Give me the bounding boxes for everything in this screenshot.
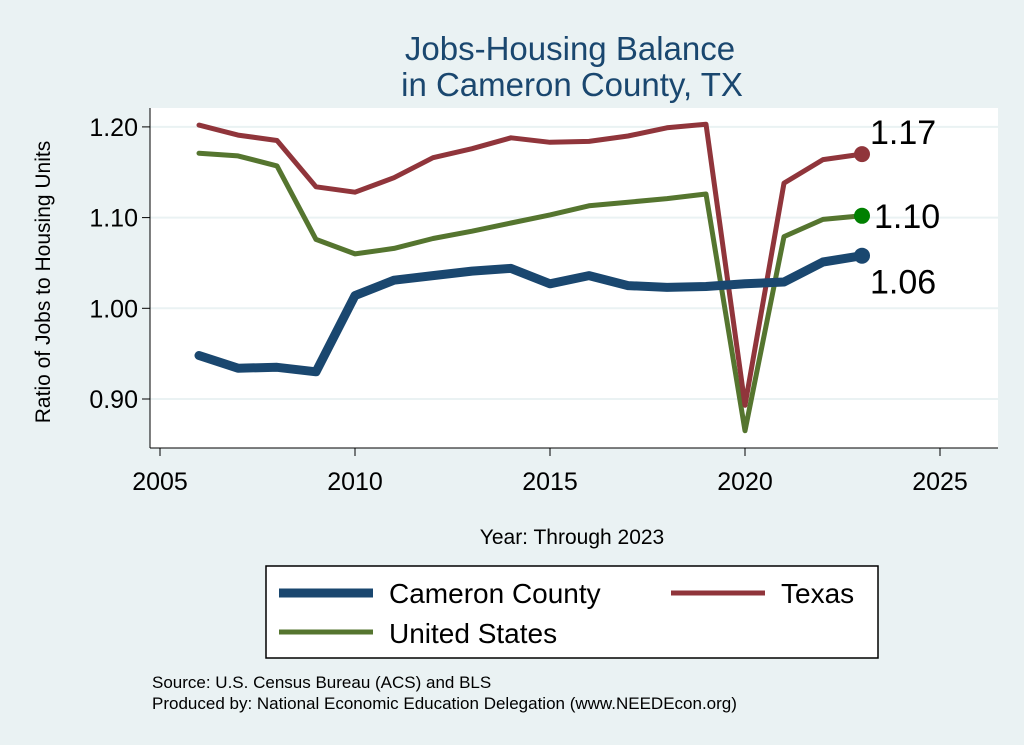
legend-label-united-states: United States	[389, 618, 557, 649]
y-tick-label: 1.10	[89, 205, 138, 233]
x-axis-label: Year: Through 2023	[480, 526, 665, 549]
series-line-texas	[196, 121, 865, 408]
chart-title-line-1: Jobs-Housing Balance	[405, 30, 735, 67]
legend-label-cameron-county: Cameron County	[389, 578, 601, 609]
y-tick-label: 0.90	[89, 386, 138, 414]
legend-box	[265, 565, 879, 659]
series-lines	[194, 121, 867, 434]
x-tick-label: 2020	[717, 468, 773, 496]
series-line-cameron-county	[194, 251, 867, 377]
x-tick-label: 2025	[912, 468, 968, 496]
series-line-united-states	[196, 150, 865, 434]
legend: Cameron County Texas United States	[265, 565, 879, 659]
x-axis-ticks: 2005 2010 2015 2020 2025	[132, 448, 968, 496]
y-axis-ticks: 0.90 1.00 1.10 1.20	[89, 114, 150, 414]
chart-title-line-2: in Cameron County, TX	[401, 66, 743, 103]
end-label-texas: 1.17	[870, 114, 936, 152]
x-tick-label: 2005	[132, 468, 188, 496]
y-tick-label: 1.00	[89, 295, 138, 323]
end-dot-texas	[854, 146, 870, 163]
y-axis-label: Ratio of Jobs to Housing Units	[32, 141, 55, 423]
end-label-cameron-county: 1.06	[870, 264, 936, 302]
x-tick-label: 2010	[327, 468, 383, 496]
end-dot-united-states	[854, 207, 870, 224]
end-label-united-states: 1.10	[874, 198, 940, 236]
x-tick-label: 2015	[522, 468, 578, 496]
y-tick-label: 1.20	[89, 114, 138, 142]
source-note: Source: U.S. Census Bureau (ACS) and BLS	[152, 673, 491, 692]
end-markers: 1.06 1.17 1.10	[854, 114, 940, 302]
legend-label-texas: Texas	[781, 578, 854, 609]
end-dot-cameron-county	[854, 247, 870, 264]
producer-note: Produced by: National Economic Education…	[152, 694, 737, 713]
